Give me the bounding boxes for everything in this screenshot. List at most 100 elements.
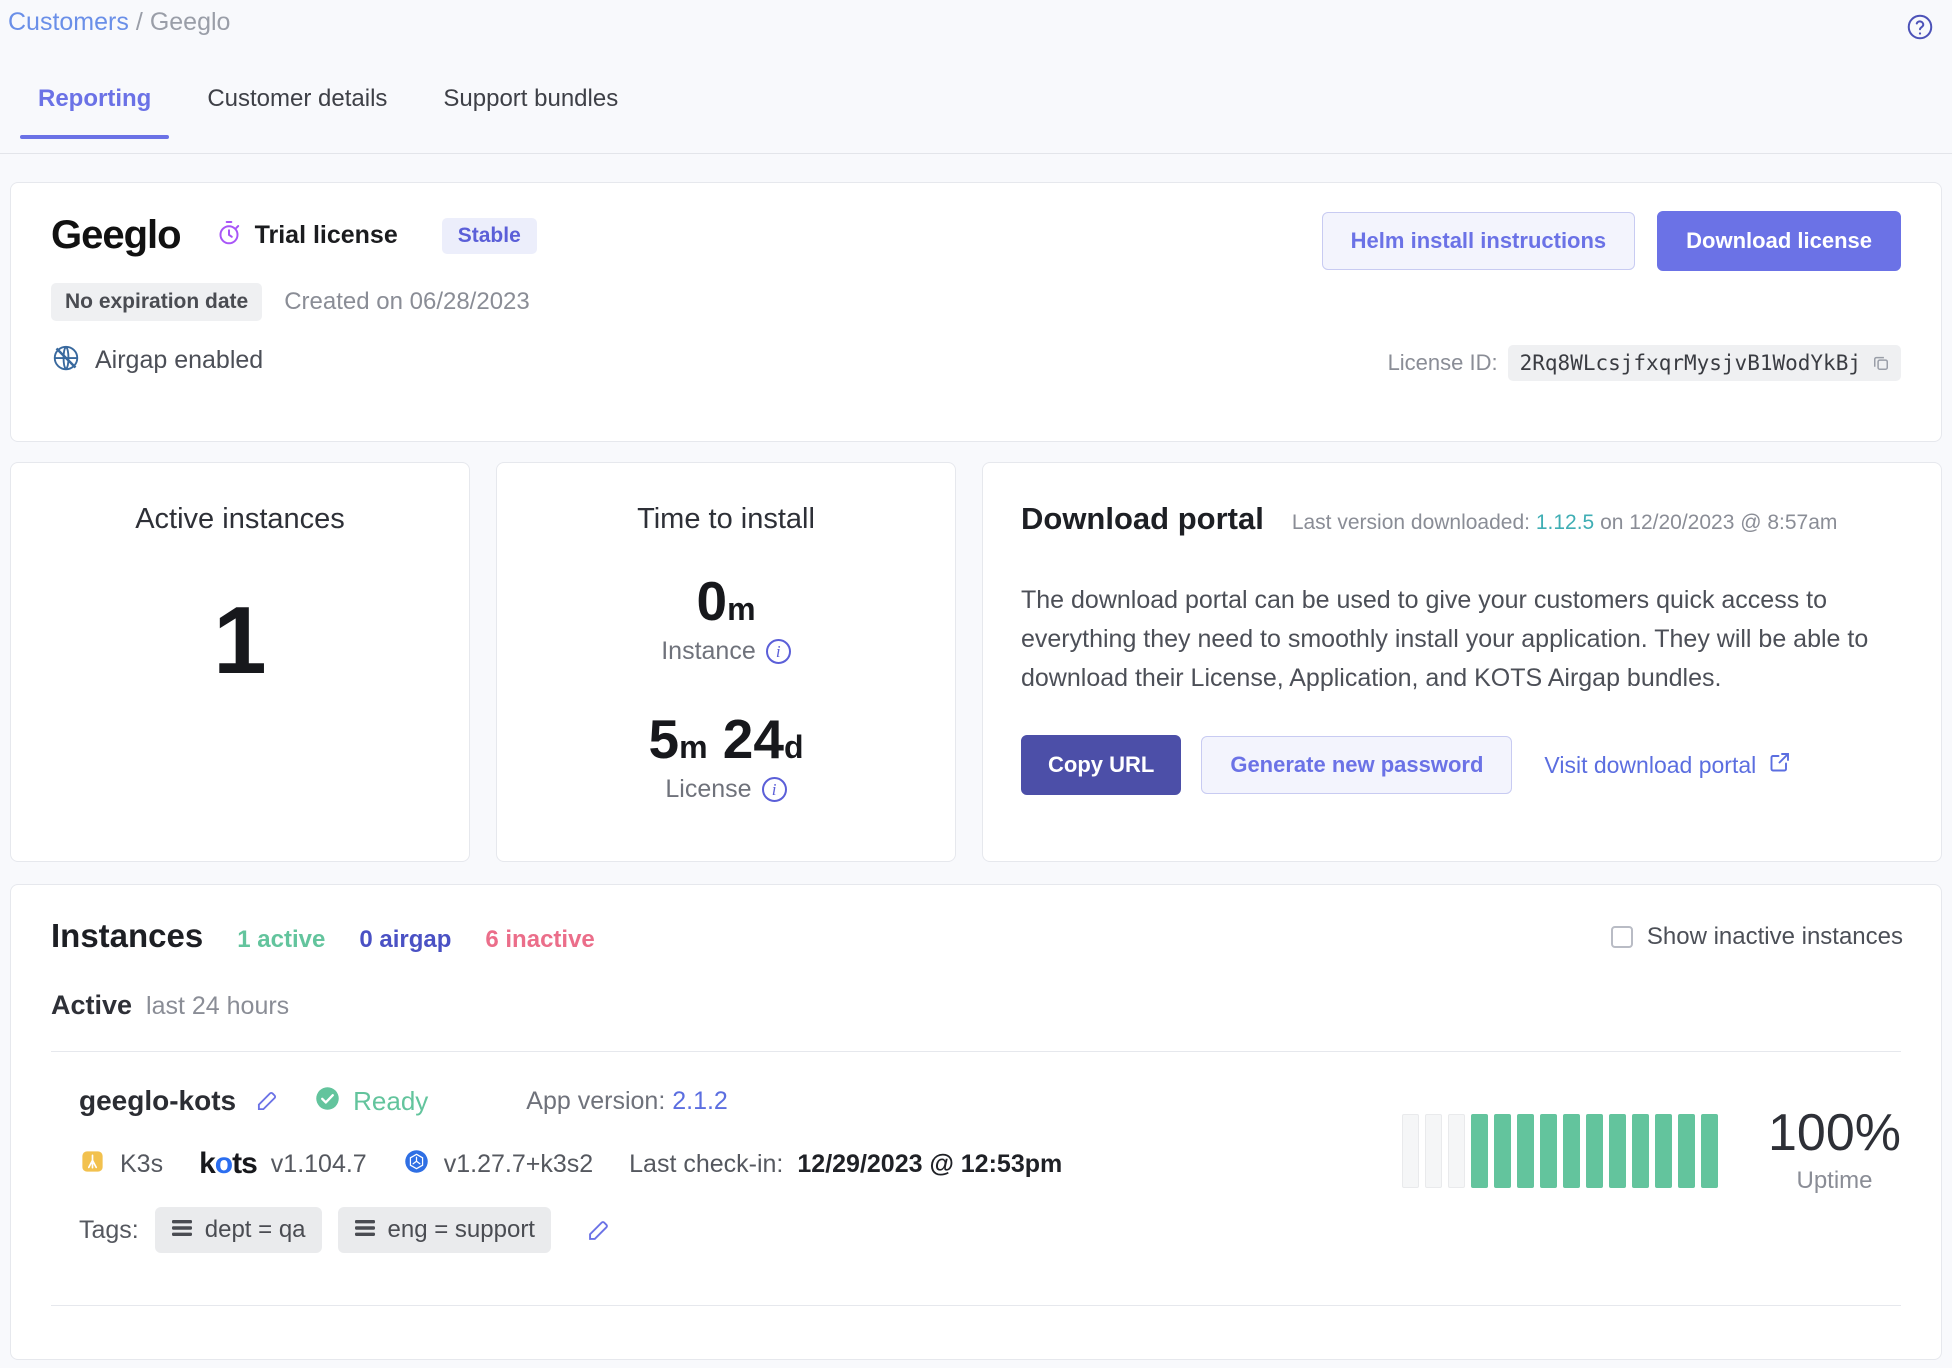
last-version-number: 1.12.5 xyxy=(1535,511,1595,534)
info-icon[interactable]: i xyxy=(761,776,787,802)
instances-header: Instances 1 active 0 airgap 6 inactive xyxy=(51,917,595,955)
tab-support-bundles[interactable]: Support bundles xyxy=(443,85,619,112)
tab-customer-details[interactable]: Customer details xyxy=(207,85,388,112)
uptime-bar xyxy=(1448,1114,1465,1188)
expiration-pill: No expiration date xyxy=(51,283,263,321)
license-id-value: 2Rq8WLcsjfxqrMysjvB1WodYkBj xyxy=(1519,351,1861,375)
count-inactive[interactable]: 6 inactive xyxy=(485,926,595,953)
info-icon[interactable]: i xyxy=(765,638,791,664)
edit-pencil-icon[interactable] xyxy=(585,1217,612,1244)
uptime-readout: 100% Uptime xyxy=(1768,1107,1901,1195)
license-type: Trial license xyxy=(215,219,398,252)
stopwatch-icon xyxy=(215,219,243,252)
download-portal-title: Download portal xyxy=(1021,501,1264,536)
license-title-row: Geeglo Trial license Stable xyxy=(51,213,537,258)
help-circle-icon[interactable] xyxy=(1905,12,1935,42)
tti-license-label: License xyxy=(665,774,752,803)
license-summary-card: Geeglo Trial license Stable No expiratio… xyxy=(10,182,1942,442)
active-section-title: Active xyxy=(51,990,133,1020)
uptime-bar xyxy=(1402,1114,1419,1188)
app-version-label: App version: xyxy=(526,1086,666,1115)
kubernetes-icon xyxy=(403,1148,430,1180)
tab-reporting[interactable]: Reporting xyxy=(10,68,179,139)
tti-license-label-row: License i xyxy=(497,775,955,804)
divider-bottom xyxy=(51,1305,1901,1306)
uptime-bar xyxy=(1471,1114,1488,1188)
copy-icon[interactable] xyxy=(1871,353,1891,373)
uptime-bar xyxy=(1494,1114,1511,1188)
license-actions: Helm install instructions Download licen… xyxy=(1321,211,1901,271)
count-active[interactable]: 1 active xyxy=(237,926,326,953)
count-airgap[interactable]: 0 airgap xyxy=(359,926,452,953)
app-version-value[interactable]: 2.1.2 xyxy=(672,1086,728,1115)
breadcrumb-current: Geeglo xyxy=(149,8,231,36)
generate-new-password-button[interactable]: Generate new password xyxy=(1201,736,1513,794)
kots-version: v1.104.7 xyxy=(270,1149,367,1178)
tti-instance-label: Instance xyxy=(661,636,756,665)
visit-download-portal-link[interactable]: Visit download portal xyxy=(1544,750,1792,780)
kots-logo: kots xyxy=(199,1147,258,1180)
uptime-bar xyxy=(1517,1114,1534,1188)
license-id-label: License ID: xyxy=(1387,350,1498,375)
tti-license-unit-2: d xyxy=(783,729,804,765)
helm-install-instructions-button[interactable]: Helm install instructions xyxy=(1321,212,1636,270)
uptime-bar-chart xyxy=(1402,1114,1718,1188)
uptime-bar xyxy=(1586,1114,1603,1188)
active-instances-title: Active instances xyxy=(135,503,345,535)
instance-row-secondary: K3s kots v1.104.7 v1.27.7+k3s2 Last chec… xyxy=(79,1147,1062,1181)
uptime-percent: 100% xyxy=(1768,1104,1901,1162)
tag-chip[interactable]: eng = support xyxy=(337,1207,551,1253)
tti-instance-number: 0 xyxy=(696,570,728,632)
globe-slash-icon xyxy=(51,343,81,378)
license-id-value-box[interactable]: 2Rq8WLcsjfxqrMysjvB1WodYkBj xyxy=(1507,345,1901,381)
customer-brand-name: Geeglo xyxy=(51,213,182,257)
last-version-suffix: on 12/20/2023 @ 8:57am xyxy=(1600,511,1838,534)
tag-text: eng = support xyxy=(387,1216,535,1243)
show-inactive-checkbox[interactable] xyxy=(1610,926,1633,948)
active-section-subtitle: last 24 hours xyxy=(146,992,290,1020)
uptime-bar xyxy=(1655,1114,1672,1188)
uptime-bar xyxy=(1678,1114,1695,1188)
instance-app-version: App version: 2.1.2 xyxy=(526,1087,728,1116)
tag-chip[interactable]: dept = qa xyxy=(154,1207,322,1253)
download-portal-description: The download portal can be used to give … xyxy=(1021,586,1869,692)
tti-license-number-2: 24 xyxy=(722,708,784,770)
copy-url-button[interactable]: Copy URL xyxy=(1021,735,1182,795)
tab-bar: Reporting Customer details Support bundl… xyxy=(0,68,1952,154)
download-license-button[interactable]: Download license xyxy=(1657,211,1901,271)
channel-badge: Stable xyxy=(441,217,537,254)
tag-text: dept = qa xyxy=(204,1216,306,1243)
instance-tags-row: Tags: dept = qa xyxy=(79,1207,612,1253)
tti-license-unit-1: m xyxy=(679,729,708,765)
k3s-label: K3s xyxy=(120,1149,164,1178)
instance-status-label: Ready xyxy=(353,1085,429,1116)
uptime-widget: 100% Uptime xyxy=(1402,1107,1901,1195)
instances-title: Instances xyxy=(51,917,204,954)
tti-instance-label-row: Instance i xyxy=(497,637,955,666)
tti-license-value: 5m 24d xyxy=(497,708,955,770)
instance-name: geeglo-kots xyxy=(79,1085,237,1116)
divider-top xyxy=(51,1051,1901,1052)
airgap-label: Airgap enabled xyxy=(95,346,264,374)
tti-license-number-1: 5 xyxy=(648,708,680,770)
edit-pencil-icon[interactable] xyxy=(254,1088,280,1114)
last-checkin-value: 12/29/2023 @ 12:53pm xyxy=(797,1149,1063,1178)
show-inactive-instances-toggle[interactable]: Show inactive instances xyxy=(1610,923,1903,951)
airgap-row: Airgap enabled xyxy=(51,343,263,378)
active-instances-value: 1 xyxy=(213,587,267,694)
tag-lines-icon xyxy=(354,1216,376,1244)
kubernetes-version: v1.27.7+k3s2 xyxy=(443,1149,594,1178)
instances-card: Instances 1 active 0 airgap 6 inactive S… xyxy=(10,884,1942,1360)
uptime-bar xyxy=(1609,1114,1626,1188)
uptime-bar xyxy=(1425,1114,1442,1188)
time-to-install-card: Time to install 0m Instance i 5m 24d Lic… xyxy=(496,462,956,862)
uptime-bar xyxy=(1540,1114,1557,1188)
show-inactive-label: Show inactive instances xyxy=(1646,923,1903,950)
table-row: geeglo-kots Ready App xyxy=(11,1061,1941,1291)
active-section-heading: Active last 24 hours xyxy=(51,990,289,1021)
download-portal-actions: Copy URL Generate new password Visit dow… xyxy=(1021,735,1792,795)
uptime-bar xyxy=(1563,1114,1580,1188)
license-id: License ID: 2Rq8WLcsjfxqrMysjvB1WodYkBj xyxy=(1388,345,1901,381)
breadcrumb-customers-link[interactable]: Customers xyxy=(8,8,129,36)
